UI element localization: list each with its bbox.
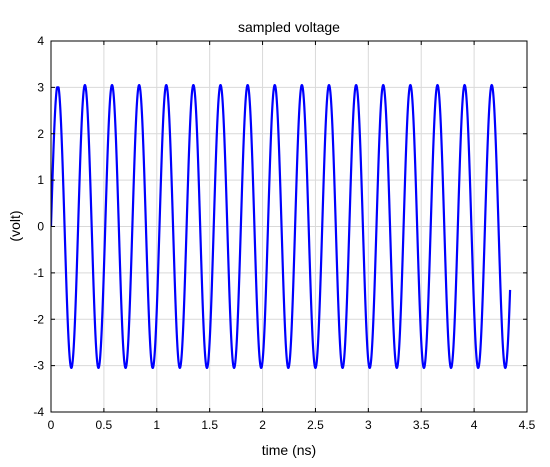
y-axis-ticks: -4 -3 -2 -1 0 1 2 3 4 xyxy=(33,34,527,419)
x-tick-label: 0.5 xyxy=(96,418,113,432)
x-tick-label: 3.5 xyxy=(413,418,430,432)
x-tick-label: 1 xyxy=(153,418,160,432)
x-tick-label: 3 xyxy=(365,418,372,432)
x-tick-label: 2.5 xyxy=(307,418,324,432)
x-tick-label: 1.5 xyxy=(201,418,218,432)
y-tick-label: 1 xyxy=(37,173,44,187)
y-tick-label: -1 xyxy=(33,266,44,280)
y-tick-label: 3 xyxy=(37,80,44,94)
plot-area xyxy=(51,83,512,370)
y-tick-label: 4 xyxy=(37,34,44,48)
x-axis-label: time (ns) xyxy=(262,442,316,458)
x-tick-label: 0 xyxy=(48,418,55,432)
y-axis-label: (volt) xyxy=(7,210,23,241)
series-line-sampled-voltage xyxy=(51,83,512,370)
y-tick-label: 0 xyxy=(37,220,44,234)
y-tick-label: -2 xyxy=(33,312,44,326)
chart-title: sampled voltage xyxy=(238,19,340,35)
x-tick-label: 2 xyxy=(259,418,266,432)
x-tick-label: 4.5 xyxy=(519,418,536,432)
y-tick-label: 2 xyxy=(37,127,44,141)
y-tick-label: -3 xyxy=(33,359,44,373)
y-tick-label: -4 xyxy=(33,405,44,419)
x-axis-ticks: 0 0.5 1 1.5 2 2.5 3 3.5 4 4.5 xyxy=(48,41,536,432)
x-tick-label: 4 xyxy=(471,418,478,432)
